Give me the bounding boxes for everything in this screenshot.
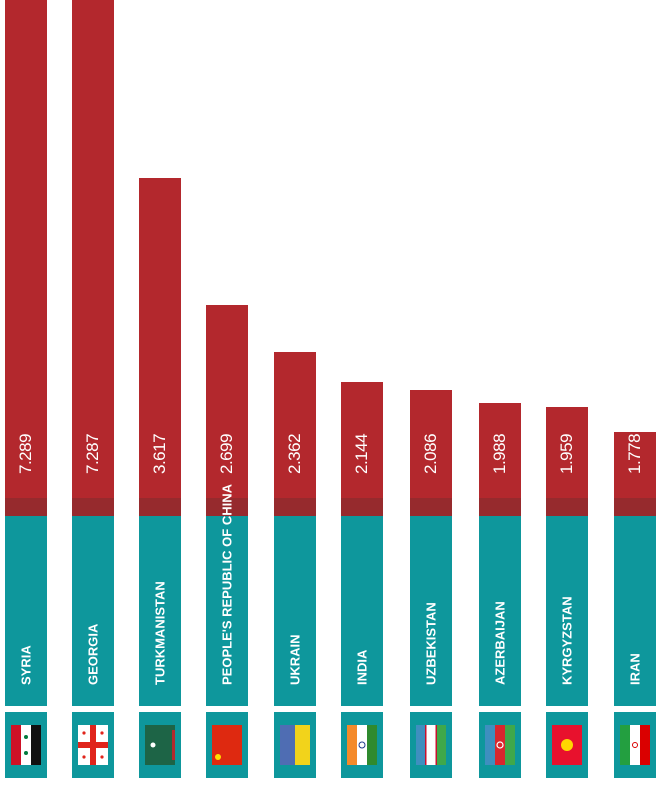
azerbaijan-flag-icon (485, 725, 515, 765)
bar: 1.778 (614, 432, 656, 516)
bar-column: 2.362 UKRAIN (274, 0, 316, 802)
bar: 2.086 (410, 389, 452, 516)
bar-base-band (410, 498, 452, 516)
bar-base-band (479, 498, 521, 516)
bar-column: 1.778 IRAN (614, 0, 656, 802)
category-label: KYRGYZSTAN (559, 596, 575, 685)
category-label-box: IRAN (614, 516, 656, 706)
category-label-box: TURKMANISTAN (139, 516, 181, 706)
category-label-box: KYRGYZSTAN (546, 516, 588, 706)
flag-box (5, 712, 47, 778)
category-label-box: PEOPLE'S REPUBLIC OF CHINA (206, 484, 248, 706)
category-label: UKRAIN (287, 634, 303, 685)
category-label: AZERBAIJAN (492, 601, 508, 685)
bar-base-band (72, 498, 114, 516)
bar: 1.988 (479, 403, 521, 516)
bar: 2.362 (274, 351, 316, 516)
bar-column: 3.617 TURKMANISTAN (139, 0, 181, 802)
category-label: IRAN (627, 653, 643, 685)
bar-base-band (546, 498, 588, 516)
category-label-box: UZBEKISTAN (410, 516, 452, 706)
bar: 7.287 (72, 0, 114, 516)
uzbekistan-flag-icon (416, 725, 446, 765)
category-label: TURKMANISTAN (152, 581, 168, 685)
flag-box (139, 712, 181, 778)
bar-base-band (5, 498, 47, 516)
data-label: 2.699 (217, 433, 236, 474)
flag-box (341, 712, 383, 778)
bar-column: 2.699 PEOPLE'S REPUBLIC OF CHINA (206, 0, 248, 802)
category-label-box: UKRAIN (274, 516, 316, 706)
ukraine-flag-icon (280, 725, 310, 765)
data-label: 2.086 (421, 433, 440, 474)
data-label: 7.289 (16, 433, 35, 474)
category-label: GEORGIA (85, 623, 101, 685)
category-label-box: SYRIA (5, 516, 47, 706)
category-label: UZBEKISTAN (423, 602, 439, 685)
data-label: 2.144 (352, 433, 371, 474)
flag-box (206, 712, 248, 778)
bar-column: 7.287 GEORGIA (72, 0, 114, 802)
china-flag-icon (212, 725, 242, 765)
india-flag-icon (347, 725, 377, 765)
data-label: 1.778 (625, 433, 644, 474)
syria-flag-icon (11, 725, 41, 765)
flag-box (546, 712, 588, 778)
category-label-box: AZERBAIJAN (479, 516, 521, 706)
category-label-box: GEORGIA (72, 516, 114, 706)
bar-column: 2.144 INDIA (341, 0, 383, 802)
bar: 2.144 (341, 381, 383, 516)
bar-column: 1.959 KYRGYZSTAN (546, 0, 588, 802)
flag-box (274, 712, 316, 778)
data-label: 2.362 (285, 433, 304, 474)
data-label: 3.617 (150, 433, 169, 474)
category-label-box: INDIA (341, 516, 383, 706)
bar: 7.289 (5, 0, 47, 516)
bar-base-band (274, 498, 316, 516)
category-label: INDIA (354, 649, 370, 685)
georgia-flag-icon (78, 725, 108, 765)
data-label: 7.287 (83, 433, 102, 474)
bar-base-band (341, 498, 383, 516)
bar: 2.699 (206, 305, 248, 516)
flag-box (479, 712, 521, 778)
data-label: 1.988 (490, 433, 509, 474)
turkmenistan-flag-icon (145, 725, 175, 765)
flag-box (72, 712, 114, 778)
bar: 3.617 (139, 178, 181, 516)
bar-column: 2.086 UZBEKISTAN (410, 0, 452, 802)
flag-box (614, 712, 656, 778)
bar-base-band (614, 498, 656, 516)
bar-base-band (139, 498, 181, 516)
bar-base-band (206, 498, 248, 516)
flag-box (410, 712, 452, 778)
category-label: PEOPLE'S REPUBLIC OF CHINA (219, 484, 235, 685)
iran-flag-icon (620, 725, 650, 765)
category-label: SYRIA (18, 645, 34, 685)
bar-column: 1.988 AZERBAIJAN (479, 0, 521, 802)
bar-column: 7.289 SYRIA (5, 0, 47, 802)
kyrgyzstan-flag-icon (552, 725, 582, 765)
data-label: 1.959 (557, 433, 576, 474)
bar: 1.959 (546, 407, 588, 516)
